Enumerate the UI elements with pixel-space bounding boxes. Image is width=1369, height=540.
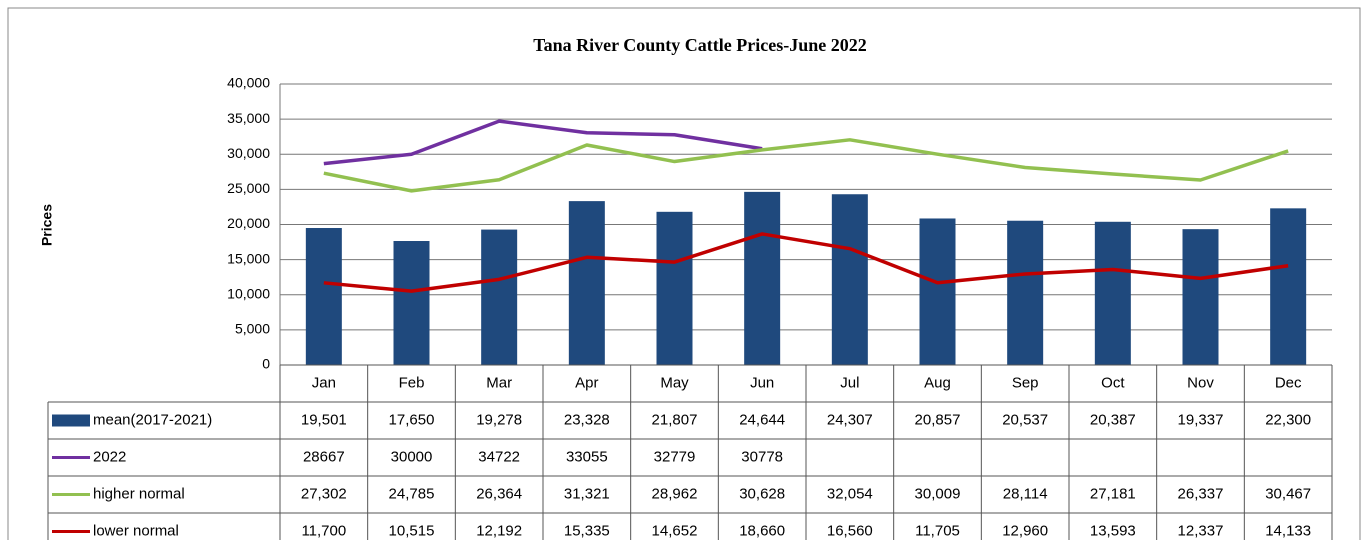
- table-cell: 10,515: [389, 522, 435, 539]
- table-cell: 28,114: [1003, 485, 1048, 502]
- table-cell: 15,335: [564, 522, 610, 539]
- y-tick-label: 35,000: [227, 110, 270, 126]
- line: [323, 232, 1289, 293]
- table-cell: 16,560: [827, 522, 873, 539]
- bar: [656, 211, 693, 365]
- legend-label: lower normal: [93, 522, 179, 539]
- table-cell: 23,328: [564, 411, 610, 428]
- bar: [919, 218, 956, 365]
- table-cell: 32,054: [827, 485, 873, 502]
- table-cell: 11,705: [915, 522, 960, 539]
- table-cell: 21,807: [652, 411, 698, 428]
- bar: [1270, 208, 1307, 365]
- table-cell: 28,962: [652, 485, 698, 502]
- x-tick-label: Aug: [924, 374, 951, 391]
- table-cell: 19,278: [476, 411, 522, 428]
- x-tick-label: Oct: [1101, 374, 1125, 391]
- table-cell: 24,307: [827, 411, 873, 428]
- table-cell: 18,660: [739, 522, 785, 539]
- y-tick-label: 40,000: [227, 75, 270, 91]
- x-tick-label: Apr: [575, 374, 598, 391]
- line: [323, 119, 763, 166]
- table-cell: 28667: [303, 448, 345, 465]
- table-cell: 27,181: [1090, 485, 1136, 502]
- table-cell: 31,321: [564, 485, 610, 502]
- table-cell: 12,960: [1002, 522, 1048, 539]
- table-cell: 30000: [391, 448, 433, 465]
- line: [323, 138, 1289, 193]
- bar: [393, 241, 430, 365]
- table-cell: 12,192: [476, 522, 522, 539]
- table-cell: 32779: [654, 448, 696, 465]
- table-cell: 30,467: [1265, 485, 1311, 502]
- table-cell: 22,300: [1265, 411, 1311, 428]
- table-cell: 12,337: [1178, 522, 1224, 539]
- table-cell: 14,652: [652, 522, 698, 539]
- table-cell: 26,364: [476, 485, 522, 502]
- table-cell: 30,009: [915, 485, 961, 502]
- table-cell: 13,593: [1090, 522, 1136, 539]
- legend-label: mean(2017-2021): [93, 411, 212, 428]
- table-cell: 24,785: [389, 485, 435, 502]
- y-tick-label: 5,000: [235, 321, 270, 337]
- chart-title: Tana River County Cattle Prices-June 202…: [533, 35, 866, 55]
- table-cell: 34722: [478, 448, 520, 465]
- bar: [1182, 229, 1219, 365]
- table-cell: 27,302: [301, 485, 347, 502]
- bar: [1094, 221, 1131, 365]
- table-cell: 17,650: [389, 411, 435, 428]
- x-tick-label: Nov: [1187, 374, 1214, 391]
- table-cell: 26,337: [1178, 485, 1224, 502]
- y-tick-label: 25,000: [227, 180, 270, 196]
- table-cell: 20,537: [1002, 411, 1048, 428]
- x-tick-label: Feb: [399, 374, 425, 391]
- table-cell: 30,628: [739, 485, 785, 502]
- x-tick-label: Jul: [840, 374, 859, 391]
- table-cell: 20,387: [1090, 411, 1136, 428]
- table-cell: 20,857: [915, 411, 961, 428]
- y-tick-label: 10,000: [227, 285, 270, 301]
- table-cell: 11,700: [301, 522, 346, 539]
- bar: [568, 201, 605, 365]
- table-cell: 30778: [741, 448, 783, 465]
- table-cell: 19,337: [1178, 411, 1224, 428]
- bar: [305, 228, 342, 365]
- table-cell: 14,133: [1265, 522, 1311, 539]
- y-tick-label: 30,000: [227, 145, 270, 161]
- y-tick-label: 15,000: [227, 250, 270, 266]
- legend-label: higher normal: [93, 485, 185, 502]
- table-cell: 33055: [566, 448, 608, 465]
- x-tick-label: Jun: [750, 374, 774, 391]
- y-tick-label: 20,000: [227, 215, 270, 231]
- legend-label: 2022: [93, 448, 126, 465]
- bar: [1007, 220, 1044, 365]
- x-tick-label: Mar: [486, 374, 512, 391]
- y-tick-label: 0: [262, 356, 270, 372]
- x-tick-label: May: [660, 374, 689, 391]
- bar: [481, 229, 518, 365]
- x-tick-label: Jan: [312, 374, 336, 391]
- legend-swatch: [52, 414, 90, 427]
- bar: [831, 194, 868, 365]
- table-cell: 24,644: [739, 411, 785, 428]
- y-axis-label: Prices: [39, 204, 55, 246]
- bar: [744, 191, 781, 365]
- x-tick-label: Dec: [1275, 374, 1302, 391]
- table-cell: 19,501: [301, 411, 347, 428]
- x-tick-label: Sep: [1012, 374, 1039, 391]
